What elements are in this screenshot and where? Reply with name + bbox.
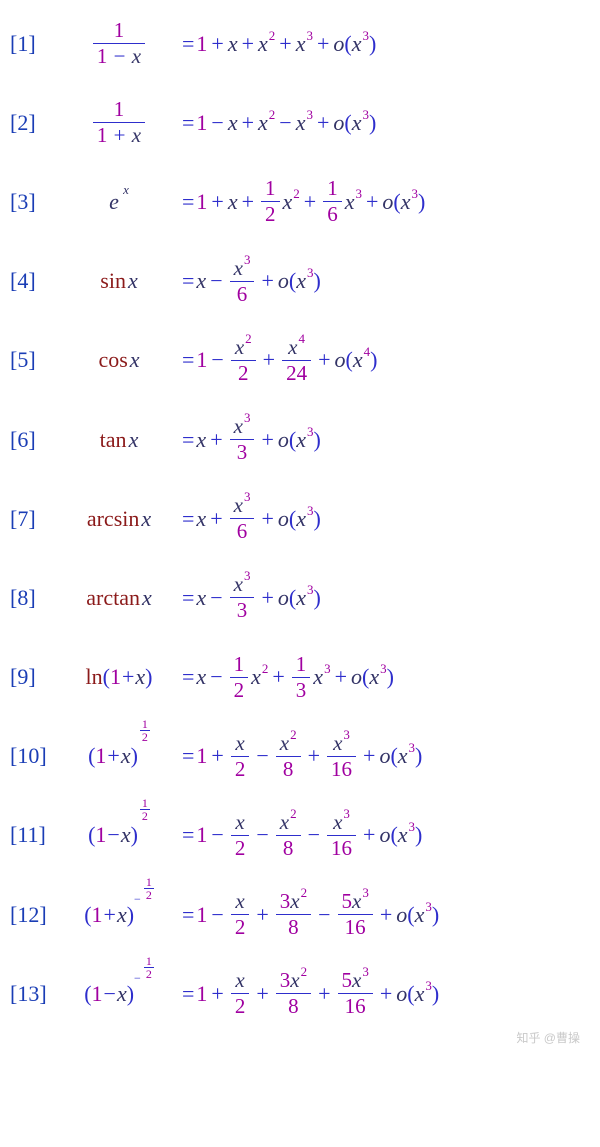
lhs: (1 + x)−12 — [58, 902, 180, 927]
rhs: 1−x2−x28−x316+o(x3) — [196, 810, 422, 861]
formula-index: [10] — [10, 745, 58, 767]
equals-sign: = — [180, 349, 196, 371]
lhs: e x — [58, 191, 180, 213]
equals-sign: = — [180, 508, 196, 530]
lhs: ln(1 + x) — [58, 666, 180, 688]
formula-index: [11] — [10, 824, 58, 846]
formula-index: [12] — [10, 904, 58, 926]
rhs: x−12x2+13x3+o(x3) — [196, 652, 393, 703]
formula-row: [10](1 + x)12=1+x2−x28+x316+o(x3) — [10, 731, 590, 782]
formula-list: [1]11 − x=1+x+x2+x3+o(x3)[2]11 + x=1−x+x… — [10, 18, 590, 1019]
equals-sign: = — [180, 904, 196, 926]
equals-sign: = — [180, 112, 196, 134]
equals-sign: = — [180, 824, 196, 846]
lhs: 11 − x — [58, 18, 180, 69]
formula-row: [12](1 + x)−12=1−x2+3x28−5x316+o(x3) — [10, 889, 590, 940]
lhs: cosx — [58, 349, 180, 371]
formula-index: [4] — [10, 270, 58, 292]
formula-row: [2]11 + x=1−x+x2−x3+o(x3) — [10, 97, 590, 148]
equals-sign: = — [180, 745, 196, 767]
lhs: sinx — [58, 270, 180, 292]
formula-index: [6] — [10, 429, 58, 451]
formula-row: [4]sinx=x−x36+o(x3) — [10, 256, 590, 307]
rhs: x+x33+o(x3) — [196, 414, 320, 465]
formula-index: [9] — [10, 666, 58, 688]
equals-sign: = — [180, 429, 196, 451]
formula-row: [6]tanx=x+x33+o(x3) — [10, 414, 590, 465]
rhs: 1+x+x2+x3+o(x3) — [196, 33, 376, 55]
formula-index: [7] — [10, 508, 58, 530]
lhs: arcsinx — [58, 508, 180, 530]
rhs: 1+x2+3x28+5x316+o(x3) — [196, 968, 439, 1019]
watermark: 知乎 @曹操 — [10, 1029, 590, 1046]
formula-index: [8] — [10, 587, 58, 609]
formula-row: [11](1 − x)12=1−x2−x28−x316+o(x3) — [10, 810, 590, 861]
formula-row: [1]11 − x=1+x+x2+x3+o(x3) — [10, 18, 590, 69]
equals-sign: = — [180, 666, 196, 688]
formula-index: [2] — [10, 112, 58, 134]
formula-row: [13](1 − x)−12=1+x2+3x28+5x316+o(x3) — [10, 968, 590, 1019]
formula-row: [8]arctanx=x−x33+o(x3) — [10, 572, 590, 623]
lhs: tanx — [58, 429, 180, 451]
rhs: x−x36+o(x3) — [196, 256, 320, 307]
formula-row: [3]e x=1+x+12x2+16x3+o(x3) — [10, 176, 590, 227]
formula-row: [7]arcsinx=x+x36+o(x3) — [10, 493, 590, 544]
equals-sign: = — [180, 270, 196, 292]
equals-sign: = — [180, 33, 196, 55]
rhs: 1−x22+x424+o(x4) — [196, 335, 377, 386]
formula-index: [3] — [10, 191, 58, 213]
lhs: 11 + x — [58, 97, 180, 148]
lhs: (1 − x)−12 — [58, 981, 180, 1006]
formula-index: [1] — [10, 33, 58, 55]
formula-index: [13] — [10, 983, 58, 1005]
formula-row: [5]cosx=1−x22+x424+o(x4) — [10, 335, 590, 386]
lhs: (1 + x)12 — [58, 744, 180, 769]
lhs: arctanx — [58, 587, 180, 609]
equals-sign: = — [180, 983, 196, 1005]
equals-sign: = — [180, 191, 196, 213]
equals-sign: = — [180, 587, 196, 609]
rhs: 1+x2−x28+x316+o(x3) — [196, 731, 422, 782]
rhs: 1−x+x2−x3+o(x3) — [196, 112, 376, 134]
rhs: x−x33+o(x3) — [196, 572, 320, 623]
rhs: 1−x2+3x28−5x316+o(x3) — [196, 889, 439, 940]
lhs: (1 − x)12 — [58, 823, 180, 848]
rhs: x+x36+o(x3) — [196, 493, 320, 544]
formula-index: [5] — [10, 349, 58, 371]
formula-row: [9]ln(1 + x)=x−12x2+13x3+o(x3) — [10, 652, 590, 703]
rhs: 1+x+12x2+16x3+o(x3) — [196, 176, 425, 227]
